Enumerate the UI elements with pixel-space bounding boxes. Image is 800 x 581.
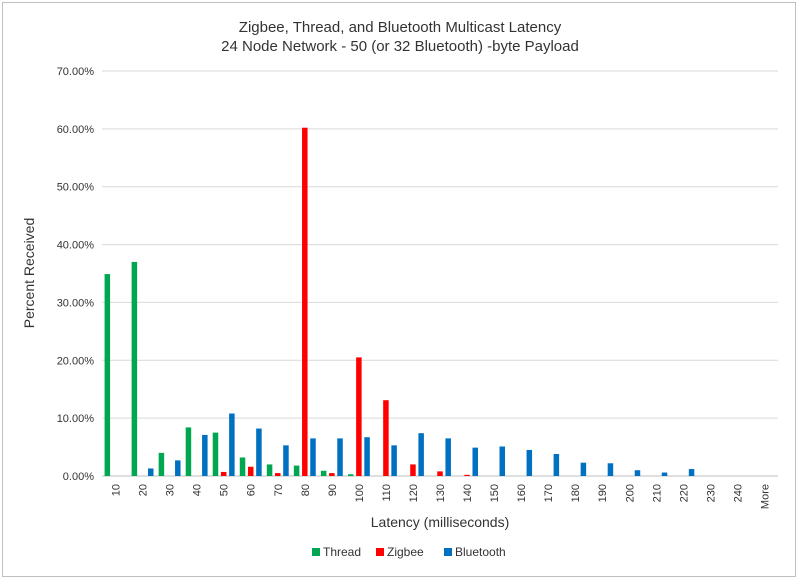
- bar-thread: [347, 474, 354, 476]
- bar-bluetooth: [688, 469, 695, 476]
- bar-bluetooth: [229, 413, 235, 476]
- x-tick-label: 210: [651, 484, 663, 502]
- x-tick-label: 130: [435, 484, 447, 502]
- bar-bluetooth: [175, 460, 181, 476]
- x-tick-label: 180: [570, 484, 582, 502]
- x-tick-label: 240: [732, 484, 744, 502]
- x-axis-ticks: 10 20 30 40 50 60 70 80 90 100 110 120 130 140 150 160 1…: [111, 484, 772, 509]
- x-tick-label: 60: [246, 484, 258, 496]
- bar-bluetooth: [661, 472, 668, 476]
- x-tick-label: 100: [354, 484, 366, 502]
- legend: Thread Zigbee Bluetooth: [312, 545, 506, 559]
- bar-bluetooth: [499, 446, 506, 476]
- y-tick-label: 70.00%: [57, 66, 95, 78]
- legend-swatch-zigbee: [376, 548, 384, 556]
- bar-thread: [158, 452, 165, 476]
- legend-swatch-thread: [312, 548, 320, 556]
- bar-bluetooth: [634, 470, 641, 476]
- bar-zigbee: [464, 474, 470, 476]
- x-tick-label: 10: [111, 484, 123, 496]
- bar-bluetooth: [607, 463, 614, 476]
- x-tick-label: 120: [408, 484, 420, 502]
- x-tick-label: 50: [219, 484, 231, 496]
- bar-thread: [239, 457, 246, 476]
- x-tick-label: 230: [705, 484, 717, 502]
- x-tick-label: 30: [165, 484, 177, 496]
- x-tick-label: 160: [516, 484, 528, 502]
- x-tick-label: 40: [192, 484, 204, 496]
- bar-zigbee: [437, 471, 443, 476]
- x-tick-label: More: [759, 484, 771, 509]
- bar-bluetooth: [391, 445, 397, 476]
- bar-thread: [212, 432, 219, 476]
- bar-zigbee: [329, 473, 335, 476]
- y-tick-label: 50.00%: [57, 182, 95, 194]
- legend-label-zigbee: Zigbee: [387, 545, 424, 559]
- bar-thread: [185, 427, 192, 476]
- y-axis-ticks: 0.00% 10.00% 20.00% 30.00% 40.00% 50.00% 60.00…: [57, 66, 95, 483]
- bar-thread: [293, 465, 300, 476]
- y-tick-label: 30.00%: [57, 297, 95, 309]
- y-axis-label: Percent Received: [21, 218, 37, 329]
- bar-thread: [104, 274, 111, 476]
- bar-zigbee: [383, 400, 389, 476]
- legend-label-bluetooth: Bluetooth: [455, 545, 506, 559]
- bar-bluetooth: [202, 434, 208, 476]
- x-tick-label: 150: [489, 484, 501, 502]
- bar-thread: [266, 464, 273, 476]
- bar-bluetooth: [526, 449, 533, 476]
- chart-title: Zigbee, Thread, and Bluetooth Multicast …: [239, 19, 562, 36]
- gridlines: [102, 70, 778, 477]
- y-tick-label: 0.00%: [63, 471, 94, 483]
- bar-zigbee: [220, 471, 227, 476]
- bar-zigbee: [247, 466, 254, 476]
- bars: [104, 127, 695, 476]
- bar-bluetooth: [418, 433, 424, 476]
- x-tick-label: 90: [327, 484, 339, 496]
- bar-zigbee: [275, 473, 281, 476]
- x-tick-label: 200: [624, 484, 636, 502]
- bar-bluetooth: [283, 445, 289, 476]
- bar-bluetooth: [580, 462, 587, 476]
- x-tick-label: 80: [300, 484, 312, 496]
- y-tick-label: 20.00%: [57, 355, 95, 367]
- bar-thread: [131, 261, 138, 476]
- y-tick-label: 60.00%: [57, 124, 95, 136]
- x-tick-label: 110: [381, 484, 393, 502]
- y-tick-label: 40.00%: [57, 240, 95, 252]
- y-tick-label: 10.00%: [57, 413, 95, 425]
- bar-bluetooth: [445, 438, 451, 476]
- chart-subtitle: 24 Node Network - 50 (or 32 Bluetooth) -…: [221, 38, 579, 55]
- bar-bluetooth: [256, 428, 262, 476]
- x-tick-label: 170: [543, 484, 555, 502]
- legend-label-thread: Thread: [323, 545, 361, 559]
- legend-swatch-bluetooth: [444, 548, 452, 556]
- x-axis-label: Latency (milliseconds): [371, 514, 510, 530]
- bar-bluetooth: [472, 447, 478, 476]
- bar-bluetooth: [310, 438, 316, 476]
- bar-thread: [320, 470, 327, 476]
- x-tick-label: 140: [462, 484, 474, 502]
- bar-zigbee: [302, 127, 308, 476]
- bar-zigbee: [356, 357, 362, 476]
- x-tick-label: 20: [138, 484, 150, 496]
- bar-bluetooth: [148, 468, 154, 476]
- bar-bluetooth: [364, 437, 370, 476]
- x-tick-label: 220: [678, 484, 690, 502]
- bar-zigbee: [410, 464, 416, 476]
- bar-bluetooth: [553, 454, 560, 476]
- x-tick-label: 70: [273, 484, 285, 496]
- x-tick-label: 190: [597, 484, 609, 502]
- bar-bluetooth: [337, 438, 343, 476]
